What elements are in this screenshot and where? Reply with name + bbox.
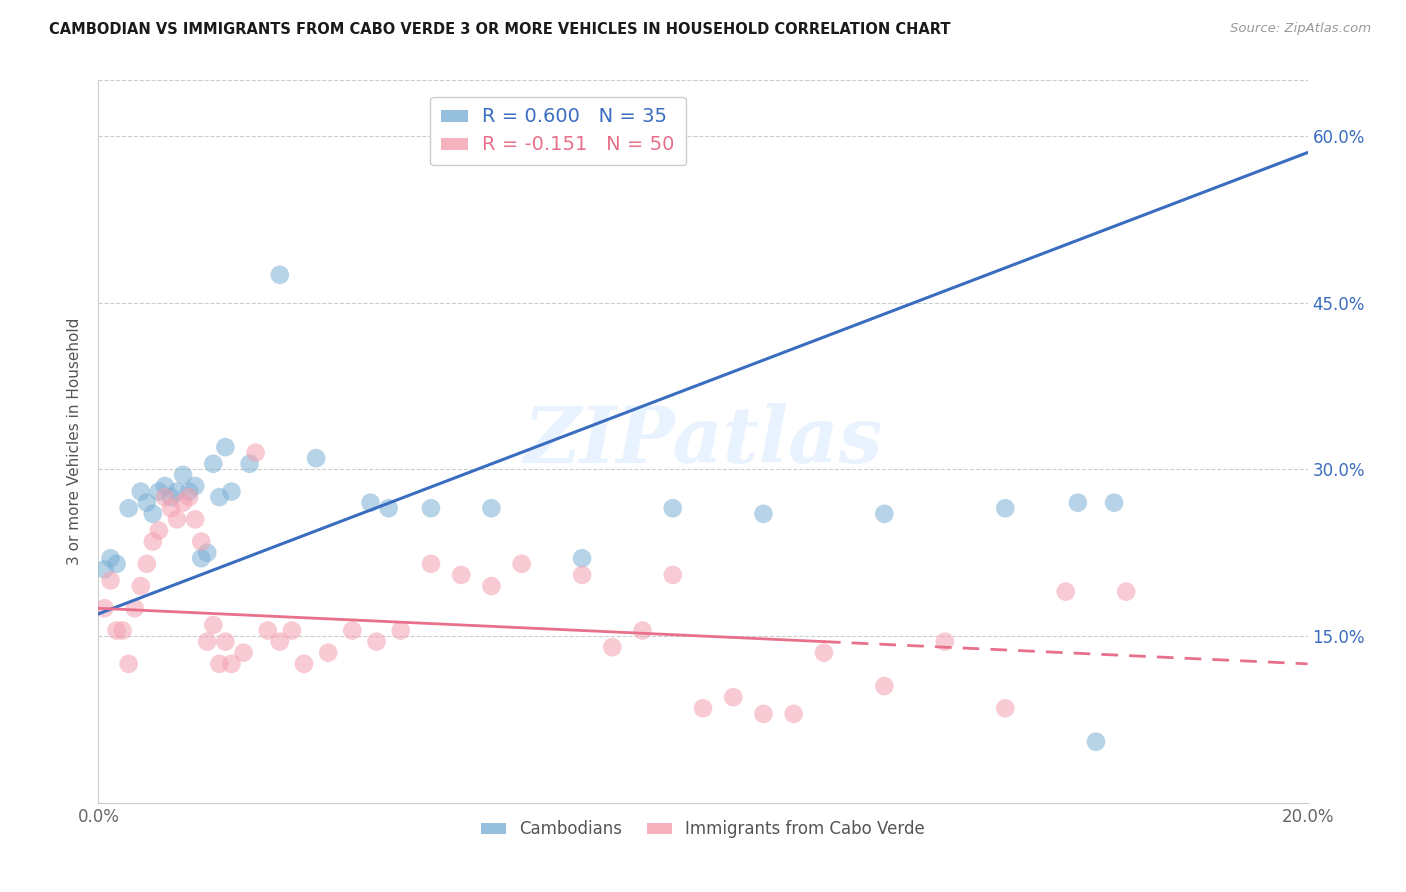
Point xyxy=(873,507,896,521)
Point xyxy=(179,490,201,504)
Point xyxy=(166,484,188,499)
Point xyxy=(221,657,243,671)
Point xyxy=(93,562,115,576)
Point xyxy=(232,646,254,660)
Point xyxy=(994,501,1017,516)
Point xyxy=(124,601,146,615)
Point xyxy=(256,624,278,638)
Point xyxy=(752,706,775,721)
Point xyxy=(420,557,443,571)
Point xyxy=(292,657,315,671)
Point xyxy=(661,568,683,582)
Point xyxy=(783,706,806,721)
Point xyxy=(420,501,443,516)
Point xyxy=(129,484,152,499)
Point xyxy=(208,490,231,504)
Point xyxy=(360,496,382,510)
Point xyxy=(179,484,201,499)
Point xyxy=(316,646,339,660)
Point xyxy=(153,479,176,493)
Point xyxy=(873,679,896,693)
Point xyxy=(481,579,503,593)
Point xyxy=(160,501,183,516)
Point xyxy=(148,524,170,538)
Point xyxy=(342,624,364,638)
Point xyxy=(100,551,122,566)
Point xyxy=(510,557,533,571)
Text: Source: ZipAtlas.com: Source: ZipAtlas.com xyxy=(1230,22,1371,36)
Point xyxy=(184,512,207,526)
Point xyxy=(118,501,141,516)
Point xyxy=(377,501,399,516)
Point xyxy=(813,646,835,660)
Point xyxy=(160,490,183,504)
Point xyxy=(269,268,291,282)
Point xyxy=(93,601,115,615)
Text: ZIPatlas: ZIPatlas xyxy=(523,403,883,480)
Point xyxy=(195,546,218,560)
Point xyxy=(571,568,593,582)
Point xyxy=(631,624,654,638)
Point xyxy=(389,624,412,638)
Point xyxy=(661,501,683,516)
Point xyxy=(172,496,194,510)
Point xyxy=(1102,496,1125,510)
Point xyxy=(142,507,165,521)
Point xyxy=(148,484,170,499)
Point xyxy=(202,618,225,632)
Point xyxy=(142,534,165,549)
Point xyxy=(221,484,243,499)
Point xyxy=(994,701,1017,715)
Point xyxy=(1067,496,1090,510)
Point xyxy=(184,479,207,493)
Point xyxy=(214,440,236,454)
Point xyxy=(153,490,176,504)
Point xyxy=(129,579,152,593)
Point xyxy=(281,624,304,638)
Point xyxy=(269,634,291,648)
Point xyxy=(190,534,212,549)
Point xyxy=(208,657,231,671)
Point xyxy=(752,507,775,521)
Point xyxy=(135,496,157,510)
Point xyxy=(366,634,388,648)
Point xyxy=(100,574,122,588)
Point xyxy=(245,445,267,459)
Point xyxy=(602,640,624,655)
Point xyxy=(166,512,188,526)
Point xyxy=(481,501,503,516)
Y-axis label: 3 or more Vehicles in Household: 3 or more Vehicles in Household xyxy=(67,318,83,566)
Point xyxy=(172,467,194,482)
Point xyxy=(723,690,745,705)
Point xyxy=(571,551,593,566)
Point xyxy=(450,568,472,582)
Point xyxy=(239,457,262,471)
Point xyxy=(105,557,128,571)
Point xyxy=(934,634,956,648)
Text: CAMBODIAN VS IMMIGRANTS FROM CABO VERDE 3 OR MORE VEHICLES IN HOUSEHOLD CORRELAT: CAMBODIAN VS IMMIGRANTS FROM CABO VERDE … xyxy=(49,22,950,37)
Point xyxy=(305,451,328,466)
Point xyxy=(1054,584,1077,599)
Point xyxy=(190,551,212,566)
Point xyxy=(1085,734,1108,748)
Point xyxy=(1115,584,1137,599)
Point xyxy=(692,701,714,715)
Point xyxy=(135,557,157,571)
Point xyxy=(214,634,236,648)
Point xyxy=(111,624,134,638)
Legend: Cambodians, Immigrants from Cabo Verde: Cambodians, Immigrants from Cabo Verde xyxy=(474,814,932,845)
Point xyxy=(195,634,218,648)
Point xyxy=(118,657,141,671)
Point xyxy=(202,457,225,471)
Point xyxy=(105,624,128,638)
